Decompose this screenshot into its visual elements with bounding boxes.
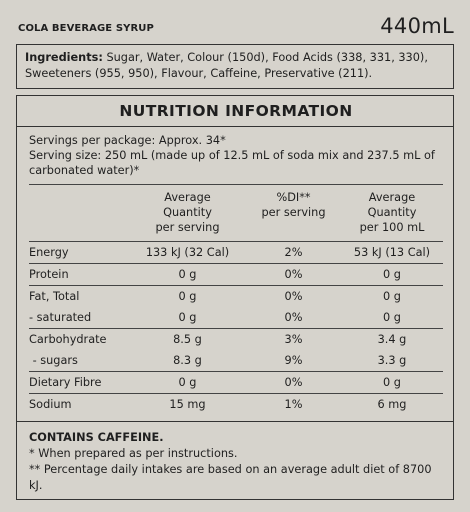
product-name: COLA BEVERAGE SYRUP: [18, 23, 154, 34]
header-di-per-serving: %DI** per serving: [246, 184, 341, 242]
header-avg-per-serving: Average Quantity per serving: [129, 184, 246, 242]
notes-section: CONTAINS CAFFEINE. * When prepared as pe…: [17, 421, 453, 494]
table-row: - saturated 0 g 0% 0 g: [29, 311, 401, 324]
label-header: COLA BEVERAGE SYRUP 440mL: [16, 0, 454, 44]
header-nutrient: [29, 184, 129, 242]
ingredients-text: Sugar, Water, Colour (150d), Food Acids …: [25, 51, 428, 80]
nutrition-panel: NUTRITION INFORMATION Servings per packa…: [16, 95, 454, 500]
volume: 440mL: [380, 14, 454, 38]
table-row: Energy 133 kJ (32 Cal) 2% 53 kJ (13 Cal): [29, 241, 443, 264]
table-row: Dietary Fibre 0 g 0% 0 g: [29, 371, 443, 394]
table-row: Protein 0 g 0% 0 g: [29, 263, 443, 286]
ingredients-label: Ingredients:: [25, 51, 103, 64]
serving-size: Serving size: 250 mL (made up of 12.5 mL…: [29, 149, 435, 177]
table-row: Sodium 15 mg 1% 6 mg: [29, 393, 443, 415]
header-avg-per-100ml: Average Quantity per 100 mL: [341, 184, 443, 242]
table-row: - sugars 8.3 g 9% 3.3 g: [29, 354, 407, 367]
serving-info: Servings per package: Approx. 34* Servin…: [29, 127, 443, 184]
footnote-daily-intake: ** Percentage daily intakes are based on…: [29, 463, 432, 492]
footnote-preparation: * When prepared as per instructions.: [29, 447, 238, 460]
table-row: Carbohydrate 8.5 g 3% 3.4 g: [29, 328, 443, 350]
nutrition-table: Average Quantity per serving %DI** per s…: [29, 184, 443, 415]
nutrition-title: NUTRITION INFORMATION: [119, 102, 353, 120]
nutrition-table-wrap: Average Quantity per serving %DI** per s…: [17, 184, 453, 415]
ingredients-box: Ingredients: Sugar, Water, Colour (150d)…: [16, 44, 454, 89]
caffeine-warning: CONTAINS CAFFEINE.: [29, 431, 164, 444]
table-header-row: Average Quantity per serving %DI** per s…: [29, 184, 443, 242]
servings-per-package: Servings per package: Approx. 34*: [29, 134, 226, 147]
table-row: Fat, Total 0 g 0% 0 g: [29, 285, 443, 307]
